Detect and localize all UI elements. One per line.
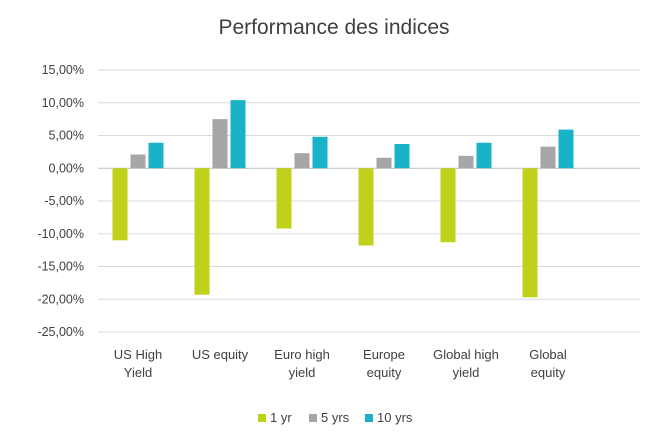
- bar: [276, 168, 292, 229]
- x-category-label: US High Yield: [114, 347, 162, 380]
- legend-label: 5 yrs: [321, 410, 350, 425]
- y-tick-label: 15,00%: [42, 63, 84, 77]
- bar: [394, 144, 410, 169]
- y-tick-label: -15,00%: [37, 260, 84, 274]
- bar: [558, 129, 574, 169]
- y-tick-label: -20,00%: [37, 292, 84, 306]
- legend-swatch: [309, 414, 317, 422]
- y-tick-label: 0,00%: [49, 161, 84, 175]
- y-tick-label: -5,00%: [44, 194, 84, 208]
- legend-label: 1 yr: [270, 410, 292, 425]
- chart-title: Performance des indices: [218, 16, 449, 39]
- bar: [476, 142, 492, 169]
- bars: [112, 100, 574, 298]
- bar: [540, 146, 556, 169]
- bar: [212, 119, 228, 169]
- x-category-label: Global equity: [529, 347, 567, 380]
- bar: [148, 142, 164, 169]
- bar: [230, 100, 246, 169]
- y-tick-label: -10,00%: [37, 227, 84, 241]
- bar: [458, 155, 474, 169]
- bar: [112, 168, 128, 241]
- x-category-label: Euro high yield: [274, 347, 330, 380]
- legend-swatch: [258, 414, 266, 422]
- bar: [440, 168, 456, 243]
- bar: [312, 136, 328, 169]
- bar: [376, 157, 392, 169]
- bar: [130, 154, 146, 169]
- y-tick-label: -25,00%: [37, 325, 84, 339]
- y-tick-label: 5,00%: [49, 129, 84, 143]
- bar: [194, 168, 210, 295]
- bar: [522, 168, 538, 298]
- x-category-label: Global high yield: [433, 347, 499, 380]
- x-category-label: US equity: [192, 347, 249, 362]
- bar: [358, 168, 374, 246]
- y-tick-label: 10,00%: [42, 96, 84, 110]
- legend-label: 10 yrs: [377, 410, 413, 425]
- bar: [294, 153, 310, 169]
- legend: 1 yr 5 yrs 10 yrs: [258, 410, 413, 425]
- legend-swatch: [365, 414, 373, 422]
- y-axis-ticks: 15,00% 10,00% 5,00% 0,00% -5,00% -10,00% -15,0…: [37, 63, 84, 339]
- x-axis-categories: US High Yield US equity Euro high yield Europ…: [114, 347, 567, 380]
- x-category-label: Europe equity: [363, 347, 405, 380]
